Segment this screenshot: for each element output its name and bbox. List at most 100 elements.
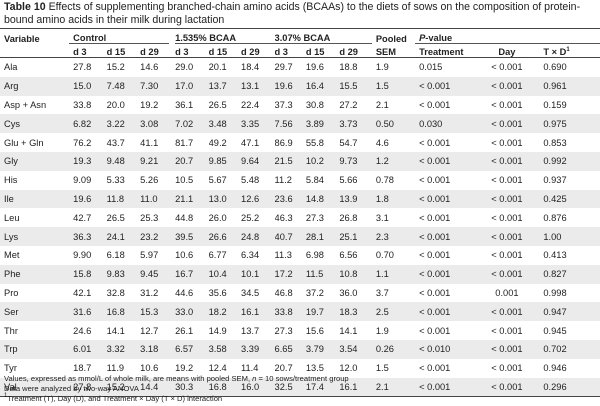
cell-control-d3: 9.09 xyxy=(73,175,92,186)
cell-day: < 0.001 xyxy=(474,189,540,209)
cell-bcaa2-d15: 13.5 xyxy=(305,363,324,374)
col-bcaa1-d3: d 3 xyxy=(175,47,189,57)
cell-control-d3: 19.3 xyxy=(69,151,103,171)
cell-txd: 0.702 xyxy=(539,339,600,359)
cell-control-d15: 16.8 xyxy=(102,302,137,322)
cell-bcaa2-d15: 17.4 xyxy=(305,377,340,398)
col-control-d3: d 3 xyxy=(73,47,87,57)
header-row-days: d 3 d 15 d 29 d 3 d 15 d 29 d 3 d 15 d 29… xyxy=(0,44,600,58)
cell-txd: 0.827 xyxy=(539,264,600,284)
footnote-interaction: 1Treatment (T), Day (D), and Treatment ×… xyxy=(4,393,596,404)
cell-txd: 0.947 xyxy=(539,302,600,322)
cell-treatment: < 0.001 xyxy=(415,264,475,284)
cell-bcaa2-d15: 10.2 xyxy=(305,151,340,171)
cell-bcaa1-d29: 3.39 xyxy=(241,339,275,359)
cell-bcaa1-d3: 20.7 xyxy=(175,151,209,171)
cell-sem: 0.70 xyxy=(375,250,394,261)
cell-spacer xyxy=(168,339,176,359)
cell-treatment: < 0.001 xyxy=(415,76,475,96)
cell-spacer xyxy=(168,76,176,96)
cell-bcaa2-d29: 9.73 xyxy=(339,151,372,171)
cell-bcaa2-d15: 15.6 xyxy=(305,325,324,336)
cell-bcaa2-d29: 3.54 xyxy=(339,339,372,359)
cell-bcaa2-d3: 20.7 xyxy=(274,363,293,374)
header-row-groups: Variable Control 1.535% BCAA 3.07% BCAA … xyxy=(0,28,600,44)
cell-treatment: < 0.001 xyxy=(415,302,475,322)
cell-bcaa2-d29: 3.73 xyxy=(339,114,372,134)
cell-bcaa1-d3: 39.5 xyxy=(175,227,209,246)
cell-bcaa2-d15: 6.98 xyxy=(305,250,324,261)
cell-control-d29: 41.1 xyxy=(140,137,159,148)
cell-bcaa1-d29: 47.1 xyxy=(241,137,260,148)
cell-bcaa1-d3: 10.5 xyxy=(175,175,194,186)
cell-bcaa1-d3: 21.1 xyxy=(175,189,209,209)
col-bcaa1-d15: d 15 xyxy=(208,47,228,57)
row-variable: Asp + Asn xyxy=(4,99,47,110)
cell-bcaa2-d3: 46.3 xyxy=(274,212,293,223)
col-control-d29: d 29 xyxy=(140,47,159,57)
amino-acid-table: Variable Control 1.535% BCAA 3.07% BCAA … xyxy=(0,28,600,398)
cell-bcaa2-d15: 3.89 xyxy=(305,114,340,134)
col-sem: SEM xyxy=(375,47,396,57)
cell-treatment: < 0.010 xyxy=(415,339,475,359)
cell-bcaa1-d29: 25.2 xyxy=(241,212,260,223)
table-body: Ala 27.8 15.2 14.6 29.0 20.1 18.4 29.7 19.6 18.8 1… xyxy=(0,58,600,398)
cell-sem: 2.1 xyxy=(375,99,389,110)
table-row: Tyr 18.7 11.9 10.6 19.2 12.4 11.4 20.7 13.5 12.0 1… xyxy=(0,359,600,378)
cell-control-d15: 15.2 xyxy=(102,377,137,398)
cell-day: < 0.001 xyxy=(491,212,523,223)
row-variable: Cys xyxy=(0,114,70,134)
cell-txd: 0.961 xyxy=(539,76,600,96)
cell-control-d29: 23.2 xyxy=(136,227,169,246)
row-variable: Glu + Gln xyxy=(4,137,44,148)
cell-bcaa1-d15: 13.0 xyxy=(208,189,242,209)
cell-day: < 0.001 xyxy=(491,99,523,110)
cell-spacer xyxy=(168,264,176,284)
cell-bcaa1-d15: 26.6 xyxy=(208,227,242,246)
cell-bcaa2-d3: 27.3 xyxy=(274,325,293,336)
table-footnotes: Values, expressed as mmol/L of whole mil… xyxy=(4,374,596,404)
table-row: Lys 36.3 24.1 23.2 39.5 26.6 24.8 40.7 28.1 25.1 2… xyxy=(0,227,600,246)
cell-bcaa2-d3: 86.9 xyxy=(274,137,293,148)
cell-control-d29: 15.3 xyxy=(136,302,169,322)
cell-bcaa1-d3: 7.02 xyxy=(175,114,209,134)
cell-day: < 0.001 xyxy=(491,137,523,148)
cell-treatment: < 0.001 xyxy=(419,325,451,336)
cell-bcaa2-d29: 14.1 xyxy=(339,325,358,336)
table-row: His 9.09 5.33 5.26 10.5 5.67 5.48 11.2 5.84 5.66 0… xyxy=(0,171,600,190)
cell-control-d15: 43.7 xyxy=(106,137,125,148)
cell-control-d29: 9.21 xyxy=(136,151,169,171)
cell-control-d15: 32.8 xyxy=(106,287,125,298)
cell-bcaa1-d3: 36.1 xyxy=(175,99,194,110)
cell-spacer xyxy=(168,302,176,322)
cell-bcaa2-d15: 16.4 xyxy=(305,76,340,96)
cell-bcaa2-d15: 19.6 xyxy=(305,62,324,73)
cell-control-d3: 18.7 xyxy=(73,363,92,374)
cell-sem: 2.5 xyxy=(371,302,416,322)
cell-day: < 0.001 xyxy=(491,62,523,73)
cell-bcaa1-d29: 3.35 xyxy=(241,114,275,134)
cell-sem: 1.9 xyxy=(375,325,389,336)
cell-bcaa1-d3: 29.0 xyxy=(175,62,194,73)
cell-sem: 0.26 xyxy=(371,339,416,359)
cell-bcaa1-d3: 44.8 xyxy=(175,212,194,223)
cell-control-d15: 26.5 xyxy=(106,212,125,223)
cell-bcaa1-d3: 6.57 xyxy=(175,339,209,359)
cell-bcaa1-d15: 13.7 xyxy=(208,76,242,96)
cell-sem: 4.6 xyxy=(375,137,389,148)
cell-bcaa2-d29: 18.8 xyxy=(339,62,358,73)
footnote-values-tail: = 10 sows/treatment group xyxy=(256,374,349,383)
cell-control-d15: 7.48 xyxy=(102,76,137,96)
cell-bcaa1-d3: 30.3 xyxy=(175,377,209,398)
cell-sem: 2.1 xyxy=(371,377,416,398)
cell-control-d29: 14.4 xyxy=(136,377,169,398)
cell-control-d29: 14.6 xyxy=(140,62,159,73)
row-variable: Ala xyxy=(4,62,18,73)
cell-day: < 0.001 xyxy=(474,76,540,96)
cell-bcaa2-d29: 12.0 xyxy=(339,363,358,374)
cell-txd: 0.159 xyxy=(543,99,567,110)
cell-control-d29: 25.3 xyxy=(140,212,159,223)
cell-day: 0.001 xyxy=(495,287,519,298)
cell-control-d29: 3.18 xyxy=(136,339,169,359)
